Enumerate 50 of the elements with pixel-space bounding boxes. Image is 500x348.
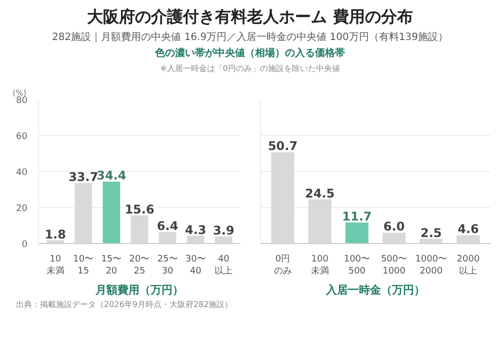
y-axis-title: (%) <box>12 88 26 98</box>
bar <box>308 199 332 244</box>
x-tick-label: 0円のみ <box>274 254 292 276</box>
data-label: 50.7 <box>268 139 298 154</box>
text: 色の濃い帯が中央値（相場）の入る価格帯 <box>155 47 345 62</box>
x-tick-label: 500〜1000 <box>380 254 408 276</box>
x-tick-label: 40以上 <box>214 254 233 276</box>
data-label: 34.4 <box>96 168 126 182</box>
x-axis-title: 入居一時金（万円） <box>325 283 425 296</box>
x-tick-label: 100〜500 <box>344 254 370 276</box>
bar <box>382 232 406 244</box>
bar <box>102 181 120 244</box>
x-tick-label: 25〜30 <box>157 254 178 276</box>
data-label: 6.4 <box>156 218 178 233</box>
data-label: 4.3 <box>184 222 206 237</box>
x-axis-title: 月額費用（万円） <box>94 283 184 296</box>
bar <box>271 152 294 244</box>
x-tick-label: 30〜40 <box>185 254 206 276</box>
x-tick-label: 10〜15 <box>73 254 94 276</box>
y-tick-label: 80 <box>16 96 28 106</box>
y-tick-label: 60 <box>16 132 28 142</box>
x-tick-label: 1000〜2000 <box>415 254 448 276</box>
data-label: 24.5 <box>305 186 335 200</box>
bar <box>186 236 204 244</box>
y-tick-label: 0 <box>22 240 28 250</box>
data-label: 3.9 <box>213 223 234 238</box>
chart-subtitle: 282施設｜月額費用の中央値 16.9万円／入居一時金の中央値 100万円（有料139施設） <box>52 30 448 45</box>
bar <box>158 232 176 244</box>
chart-title: 大阪府の介護付き有料老人ホーム 費用の分布 <box>87 6 413 28</box>
x-tick-label: 2000以上 <box>456 254 480 276</box>
data-label: 15.6 <box>124 202 154 216</box>
data-label: 1.8 <box>44 227 66 242</box>
x-tick-label: 100未満 <box>310 254 329 276</box>
bar <box>456 235 480 244</box>
x-tick-label: 10未満 <box>46 254 64 276</box>
text: ※入居一時金は「0円のみ」の施設を除いた中央値 <box>160 63 340 75</box>
data-label: 2.5 <box>420 226 442 240</box>
data-label: 11.7 <box>342 209 372 224</box>
data-label: 33.7 <box>68 170 98 184</box>
y-tick-label: 40 <box>16 168 28 178</box>
x-tick-label: 20〜25 <box>129 254 150 276</box>
y-tick-label: 20 <box>16 204 28 214</box>
bar <box>345 222 368 244</box>
x-tick-label: 15〜20 <box>101 254 122 276</box>
bar <box>214 236 232 244</box>
data-label: 6.0 <box>383 220 405 234</box>
source-note: 出典：掲載施設データ（2026年9月時点・大阪府282施設） <box>16 298 233 310</box>
bar <box>130 215 148 244</box>
bar <box>74 182 92 244</box>
data-label: 4.6 <box>458 222 479 236</box>
